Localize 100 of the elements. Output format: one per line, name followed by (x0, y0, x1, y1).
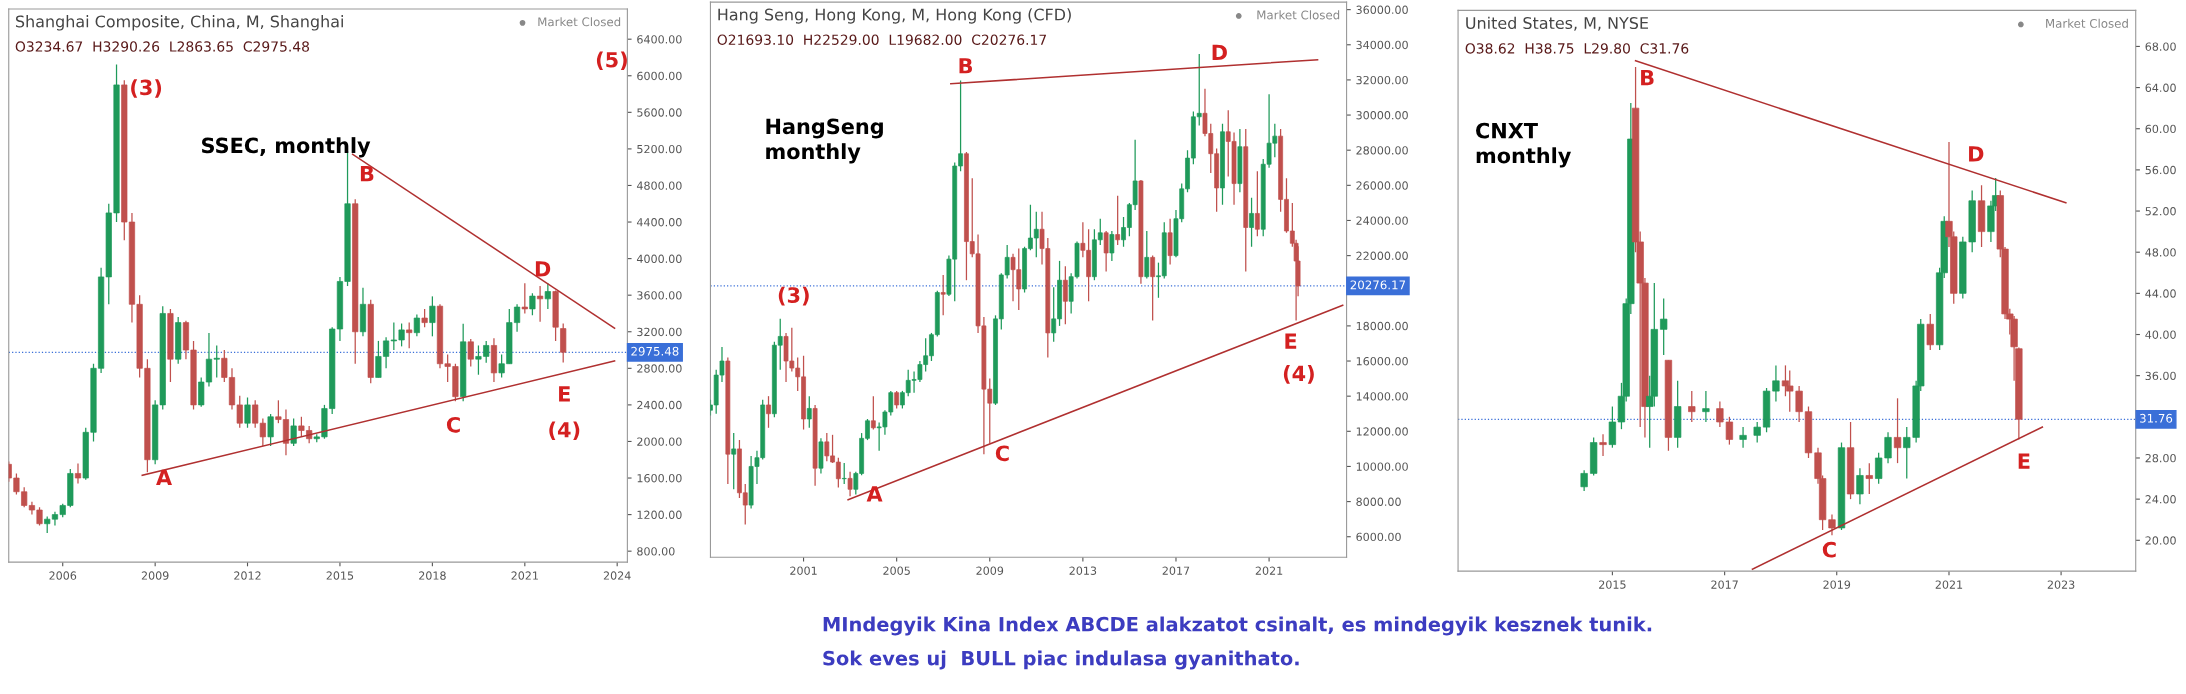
y-tick-label: 2400.00 (637, 400, 682, 410)
annotation: (5) (596, 51, 627, 71)
y-tick-label: 4800.00 (636, 181, 682, 190)
candlestick (1150, 254, 1156, 322)
annotation: HangSeng monthly (766, 118, 883, 164)
candlestick (1856, 467, 1864, 505)
y-tick-label: 48.00 (2145, 248, 2176, 257)
y-tick-label: 24000.00 (1356, 216, 1408, 225)
y-tick-label: 28.00 (2145, 453, 2176, 463)
annotation: SSEC, monthly (202, 137, 371, 158)
candlestick (1688, 390, 1696, 423)
y-tick-label: 30000.00 (1356, 111, 1408, 120)
annotation: O3234.67 H3290.26 L2863.65 C2975.48 (15, 41, 310, 52)
x-tick-label: 2024 (603, 571, 631, 580)
candlestick (1739, 426, 1747, 449)
candlestick (1660, 297, 1668, 356)
candlestick (413, 313, 420, 337)
candlestick (1893, 397, 1902, 464)
annotation: C (446, 416, 460, 433)
ref-line-label: 20276.17 (1350, 280, 1406, 290)
annotation: E (1285, 333, 1297, 349)
y-tick-label: 32000.00 (1356, 75, 1408, 85)
y-tick-label: 5200.00 (637, 144, 682, 154)
candlestick (1608, 405, 1617, 449)
annotation: (4) (549, 421, 580, 441)
x-tick-label: 2005 (883, 566, 910, 575)
x-tick-label: 2021 (511, 571, 538, 580)
candlestick (870, 395, 876, 431)
chart-title: Shanghai Composite, China, M, Shanghai (15, 15, 343, 31)
candlestick (406, 321, 413, 349)
y-tick-label: 3600.00 (637, 291, 682, 300)
candlestick (1167, 218, 1173, 266)
text: Sok eves uj BULL piac indulasa gyanithato. (823, 650, 1299, 670)
annotation: D (1212, 44, 1227, 61)
x-tick-label: 2009 (141, 571, 169, 580)
annotation: E (2018, 453, 2030, 469)
y-tick-label: 60.00 (2145, 124, 2176, 134)
x-tick-label: 2015 (326, 571, 354, 580)
x-tick-label: 2012 (234, 571, 261, 580)
candlestick (537, 285, 544, 323)
candlestick (731, 432, 737, 490)
annotation: CNXT monthly (1476, 122, 1571, 168)
y-tick-label: 2800.00 (637, 364, 682, 373)
y-tick-label: 22000.00 (1356, 251, 1408, 260)
y-tick-label: 36.00 (2145, 371, 2176, 381)
y-tick-label: 3200.00 (637, 327, 682, 337)
candlestick (521, 282, 528, 315)
annotation: B (360, 166, 374, 182)
x-tick-label: 2021 (1255, 566, 1283, 575)
y-tick-label: 14000.00 (1356, 392, 1408, 401)
y-tick-label: 1600.00 (637, 474, 682, 483)
annotation: A (156, 469, 172, 485)
y-tick-label: 18000.00 (1356, 321, 1408, 331)
y-tick-label: 10000.00 (1356, 462, 1408, 471)
y-tick-label: 16000.00 (1356, 357, 1408, 366)
chart-title: United States, M, NYSE (1466, 16, 1648, 31)
y-tick-label: 20.00 (2145, 536, 2176, 545)
x-tick-label: 2021 (1935, 580, 1963, 589)
x-tick-label: 2018 (419, 571, 446, 580)
annotation: C (1822, 541, 1836, 558)
x-tick-label: 2019 (1823, 580, 1851, 589)
annotation: O21693.10 H22529.00 L19682.00 C20276.17 (717, 34, 1047, 45)
candlestick (1249, 197, 1254, 248)
annotation: (3) (131, 79, 162, 98)
y-tick-label: 26000.00 (1356, 181, 1408, 190)
y-tick-label: 64.00 (2145, 83, 2176, 92)
candlestick (244, 396, 251, 429)
y-tick-label: 6000.00 (637, 71, 682, 81)
text: MIndegyik Kina Index ABCDE alakzatot csinalt, es mindegyik kesznek tunik. (823, 616, 1652, 636)
y-tick-label: 44.00 (2145, 289, 2176, 298)
y-tick-label: 8000.00 (1356, 497, 1401, 506)
candlestick (1062, 265, 1068, 325)
x-tick-label: 2015 (1599, 580, 1626, 589)
ref-line-label: 31.76 (2140, 413, 2173, 423)
annotation: B (1641, 69, 1654, 86)
candlestick (940, 274, 946, 316)
y-tick-label: 6400.00 (637, 35, 682, 44)
x-tick-label: 2017 (1162, 566, 1190, 575)
candlestick (1865, 462, 1873, 495)
x-tick-label: 2006 (49, 571, 77, 580)
candlestick (766, 395, 771, 429)
annotation: D (1969, 146, 1984, 162)
x-tick-label: 2009 (976, 566, 1004, 575)
annotation: B (959, 58, 973, 74)
y-tick-label: 12000.00 (1356, 427, 1408, 436)
candlestick (560, 322, 567, 364)
x-tick-label: 2001 (790, 566, 817, 575)
annotation: Market Closed (1257, 10, 1340, 20)
annotation: D (535, 261, 551, 277)
y-tick-label: 800.00 (637, 547, 675, 556)
y-tick-label: 36000.00 (1356, 5, 1408, 15)
y-tick-label: 2000.00 (637, 437, 682, 446)
annotation: C (995, 445, 1009, 462)
candlestick (1103, 230, 1109, 273)
annotation: E (559, 386, 570, 402)
candlestick (1580, 469, 1588, 492)
y-tick-label: 68.00 (2145, 42, 2176, 51)
candlestick (847, 471, 853, 497)
candlestick (1702, 390, 1710, 423)
y-tick-label: 6000.00 (1356, 532, 1401, 542)
